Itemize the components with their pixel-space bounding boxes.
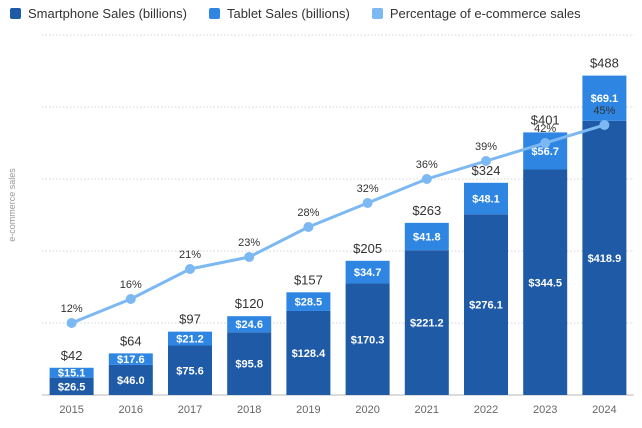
legend-label-tablet: Tablet Sales (billions) — [226, 6, 350, 21]
ecommerce-point-2017 — [185, 264, 195, 274]
bar-smartphone-2016 — [108, 364, 153, 395]
legend-item-tablet[interactable]: Tablet Sales (billions) — [208, 6, 350, 21]
data-label-tablet: $15.1 — [58, 368, 86, 380]
bar-tablet-2017 — [168, 331, 212, 346]
data-label-total: $401 — [531, 112, 560, 127]
legend-item-ecommerce[interactable]: Percentage of e-commerce sales — [371, 6, 581, 21]
data-label-percentage: 28% — [297, 207, 319, 219]
x-tick-label: 2023 — [533, 404, 557, 416]
data-label-total: $488 — [590, 56, 619, 71]
bar-smartphone-2024 — [582, 120, 627, 395]
legend-label-ecommerce: Percentage of e-commerce sales — [389, 6, 581, 21]
data-label-smartphone: $95.8 — [235, 359, 263, 371]
bar-tablet-2018 — [227, 316, 272, 333]
bar-smartphone-2019 — [286, 310, 331, 395]
x-tick-label: 2020 — [355, 404, 379, 416]
bar-smartphone-2020 — [345, 283, 390, 395]
bar-tablet-2020 — [345, 260, 390, 284]
x-tick-label: 2021 — [415, 404, 439, 416]
ecommerce-point-2023 — [540, 138, 551, 148]
legend-swatch-ecommerce — [371, 8, 383, 19]
data-label-total: $42 — [61, 348, 83, 363]
data-label-total: $263 — [412, 203, 441, 218]
bar-tablet-2015 — [49, 367, 94, 378]
data-label-tablet: $28.5 — [295, 297, 323, 309]
ecommerce-percentage-line — [71, 123, 605, 325]
ecommerce-point-2015 — [66, 318, 77, 328]
ecommerce-point-2019 — [303, 222, 314, 232]
ecommerce-point-2021 — [421, 174, 432, 184]
data-label-percentage: 45% — [593, 105, 615, 117]
bar-tablet-2016 — [108, 353, 153, 365]
bar-smartphone-2015 — [49, 377, 94, 395]
data-label-percentage: 21% — [179, 249, 201, 261]
bar-tablet-2019 — [286, 292, 331, 311]
x-tick-label: 2024 — [592, 404, 616, 416]
data-label-tablet: $69.1 — [591, 93, 619, 105]
data-label-smartphone: $75.6 — [176, 365, 204, 377]
data-label-smartphone: $276.1 — [469, 300, 503, 312]
data-label-total: $64 — [120, 333, 142, 348]
chart-legend: Smartphone Sales (billions) Tablet Sales… — [10, 6, 603, 21]
data-label-smartphone: $170.3 — [351, 334, 385, 346]
legend-swatch-tablet — [208, 8, 220, 19]
data-label-tablet: $41.8 — [413, 232, 441, 244]
data-label-smartphone: $46.0 — [117, 375, 145, 387]
data-label-tablet: $56.7 — [531, 146, 559, 158]
data-label-percentage: 12% — [61, 303, 83, 315]
data-label-percentage: 42% — [534, 123, 556, 135]
data-label-smartphone: $344.5 — [528, 277, 562, 289]
data-label-percentage: 16% — [120, 279, 142, 291]
bar-tablet-2022 — [464, 182, 508, 215]
data-label-total: $205 — [353, 241, 382, 256]
x-tick-label: 2022 — [474, 404, 498, 416]
data-label-total: $120 — [235, 296, 264, 311]
ecommerce-point-2022 — [481, 156, 491, 166]
data-label-percentage: 36% — [416, 159, 438, 171]
x-tick-label: 2018 — [237, 404, 261, 416]
x-tick-label: 2019 — [296, 404, 320, 416]
bar-smartphone-2018 — [227, 332, 272, 395]
data-label-smartphone: $128.4 — [292, 348, 327, 360]
data-label-tablet: $34.7 — [354, 267, 382, 279]
data-label-smartphone: $418.9 — [588, 253, 622, 265]
bar-tablet-2024 — [582, 75, 627, 121]
x-tick-label: 2017 — [178, 404, 202, 416]
bar-smartphone-2017 — [168, 345, 212, 395]
data-label-tablet: $21.2 — [176, 334, 204, 346]
data-label-total: $324 — [472, 163, 501, 178]
data-label-percentage: 39% — [475, 141, 497, 153]
x-tick-label: 2016 — [119, 404, 143, 416]
data-label-total: $157 — [294, 272, 323, 287]
ecommerce-point-2018 — [244, 252, 255, 262]
x-tick-label: 2015 — [59, 404, 83, 416]
data-label-percentage: 23% — [238, 237, 260, 249]
bar-tablet-2021 — [404, 222, 449, 251]
data-label-smartphone: $26.5 — [58, 381, 86, 393]
bar-smartphone-2023 — [523, 169, 568, 395]
data-label-tablet: $17.6 — [117, 354, 145, 366]
legend-swatch-smartphone — [10, 8, 21, 19]
ecommerce-point-2020 — [362, 198, 373, 208]
legend-label-smartphone: Smartphone Sales (billions) — [28, 6, 187, 21]
ecommerce-point-2016 — [125, 294, 136, 304]
bar-smartphone-2021 — [404, 250, 449, 395]
data-label-tablet: $24.6 — [235, 319, 263, 331]
legend-item-smartphone[interactable]: Smartphone Sales (billions) — [10, 6, 187, 21]
data-label-smartphone: $221.2 — [410, 318, 444, 330]
bar-smartphone-2022 — [464, 214, 508, 395]
data-label-tablet: $48.1 — [472, 194, 500, 206]
data-label-total: $97 — [179, 312, 201, 327]
ecommerce-point-2024 — [599, 120, 610, 130]
data-label-percentage: 32% — [357, 183, 379, 195]
